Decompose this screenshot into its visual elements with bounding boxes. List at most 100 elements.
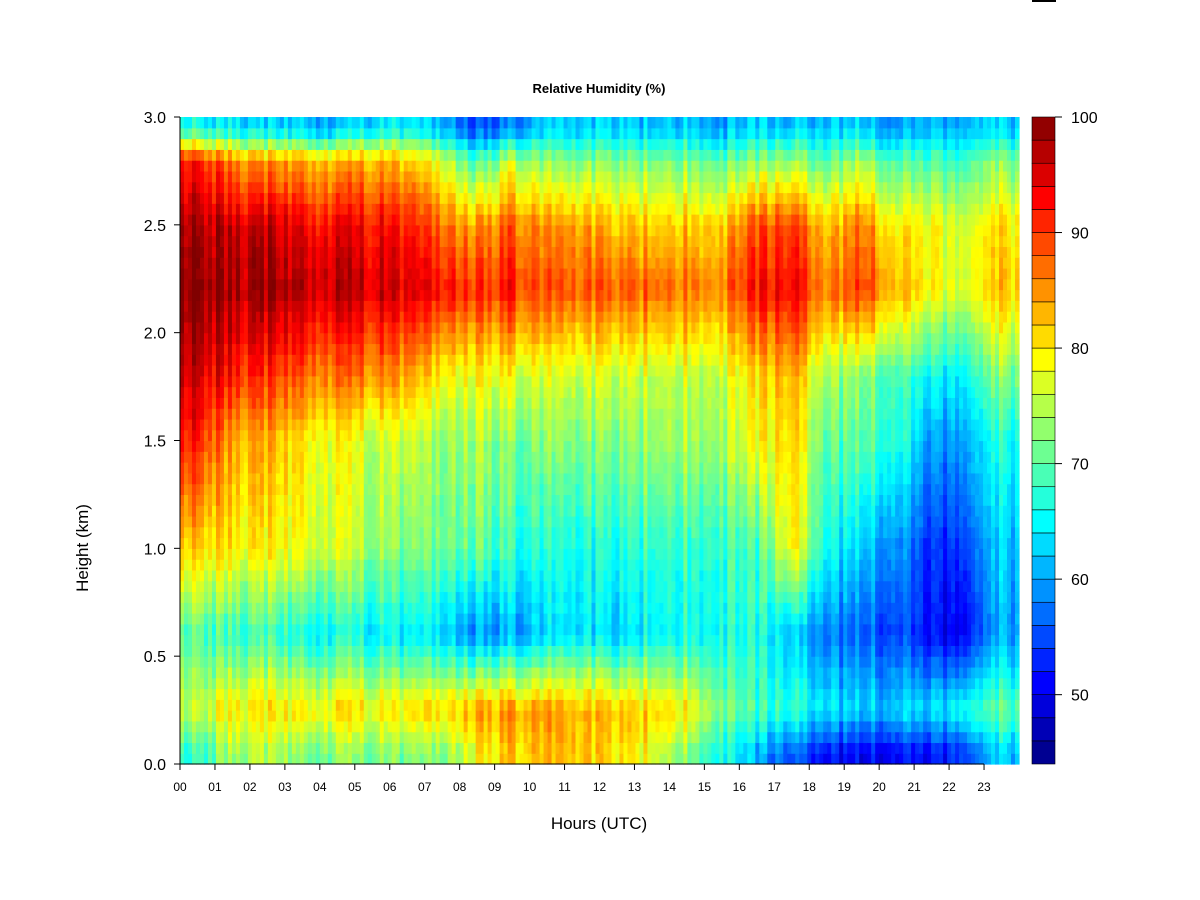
heat-cell [231, 332, 237, 345]
heat-cell [335, 170, 341, 183]
heat-cell [459, 321, 465, 334]
heat-cell [219, 580, 225, 593]
heat-cell [451, 408, 457, 420]
heat-cell [323, 537, 329, 549]
heat-cell [495, 580, 501, 593]
heat-cell [499, 451, 505, 463]
heat-cell [503, 386, 509, 398]
heat-cell [231, 170, 237, 183]
heat-cell [327, 602, 333, 614]
heat-cell [259, 224, 265, 237]
heat-cell [467, 267, 473, 280]
heat-cell [207, 537, 213, 549]
heat-cell [359, 224, 365, 237]
heat-cell [387, 289, 393, 301]
heat-cell [499, 688, 505, 700]
heat-cell [407, 375, 413, 388]
heat-cell [427, 203, 433, 215]
heat-cell [423, 623, 429, 636]
heat-cell [391, 623, 397, 636]
heat-cell [307, 559, 313, 571]
heat-cell [439, 138, 445, 150]
heat-cell [331, 742, 337, 754]
heat-cell [180, 332, 185, 345]
heat-cell [231, 354, 237, 366]
heat-cell [383, 138, 389, 150]
heat-cell [447, 214, 453, 226]
heat-cell [299, 375, 305, 388]
heat-cell [331, 332, 337, 345]
heat-cell [239, 699, 245, 711]
heat-cell [363, 537, 369, 549]
heat-cell [327, 483, 333, 496]
heat-cell [475, 472, 481, 485]
heat-cell [459, 494, 465, 506]
heat-cell [339, 580, 345, 593]
heat-cell [231, 505, 237, 517]
heat-cell [475, 710, 481, 722]
heat-cell [215, 677, 221, 690]
heat-cell [331, 537, 337, 549]
heat-cell [287, 451, 293, 463]
heat-cell [283, 602, 289, 614]
heat-cell [203, 257, 209, 269]
heat-cell [283, 645, 289, 657]
heat-cell [471, 117, 477, 129]
heat-cell [455, 127, 461, 140]
heat-cell [235, 699, 241, 711]
heat-cell [235, 515, 241, 528]
heat-cell [451, 289, 457, 301]
heat-cell [259, 548, 265, 560]
heat-cell [487, 170, 493, 183]
heat-cell [319, 267, 325, 280]
heat-cell [263, 321, 269, 334]
heat-cell [211, 160, 217, 172]
heat-cell [184, 602, 189, 614]
heat-cell [303, 138, 309, 150]
heat-cell [395, 289, 401, 301]
heat-cell [399, 149, 405, 161]
heat-cell [287, 623, 293, 636]
heat-cell [411, 332, 417, 345]
heat-cell [251, 710, 257, 722]
heat-cell [471, 699, 477, 711]
heat-cell [495, 418, 501, 431]
heat-cell [423, 257, 429, 269]
heat-cell [391, 720, 397, 733]
heat-cell [223, 483, 229, 496]
heat-cell [395, 149, 401, 161]
heat-cell [251, 149, 257, 161]
heat-cell [435, 656, 441, 668]
heat-cell [271, 192, 277, 204]
heat-cell [219, 214, 225, 226]
heat-cell [351, 699, 357, 711]
heat-cell [451, 580, 457, 593]
heat-cell [267, 386, 273, 398]
heat-cell [507, 602, 513, 614]
heat-cell [355, 278, 361, 291]
heat-cell [207, 688, 213, 700]
heat-cell [351, 462, 357, 474]
heat-cell [263, 138, 269, 150]
heat-cell [399, 677, 405, 690]
heat-cell [287, 483, 293, 496]
heat-cell [351, 710, 357, 722]
heat-cell [191, 515, 197, 528]
heat-cell [379, 569, 385, 582]
heat-cell [411, 645, 417, 657]
heat-cell [487, 645, 493, 657]
heat-cell [439, 656, 445, 668]
heat-cell [267, 160, 273, 172]
heat-cell [180, 602, 185, 614]
heat-cell [419, 731, 425, 744]
heat-cell [259, 149, 265, 161]
heat-cell [283, 569, 289, 582]
heat-cell [327, 537, 333, 549]
heat-cell [323, 505, 329, 517]
heat-cell [483, 386, 489, 398]
heat-cell [235, 311, 241, 323]
heat-cell [491, 160, 497, 172]
heat-cell [339, 181, 345, 194]
heat-cell [503, 397, 509, 409]
heat-cell [239, 440, 245, 452]
